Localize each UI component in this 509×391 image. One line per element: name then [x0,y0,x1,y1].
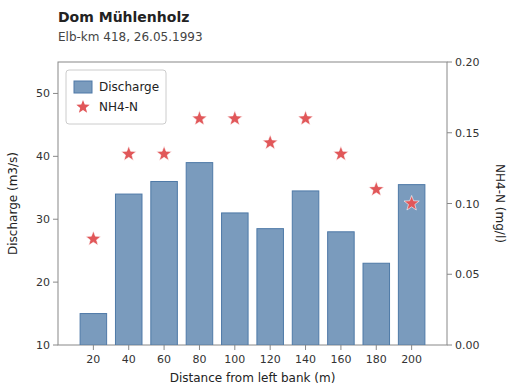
star-marker [156,146,171,160]
x-tick-label: 20 [86,353,100,366]
y2-tick [447,62,452,63]
x-axis-label: Distance from left bank (m) [170,371,336,385]
bar [222,213,249,345]
bar [80,314,107,345]
legend-swatch [74,81,92,93]
subtitle: Elb-km 418, 26.05.1993 [58,30,203,44]
title: Dom Mühlenholz [58,9,189,25]
y-tick [53,93,58,94]
y-tick-label: 20 [36,276,50,289]
y-axis-label: Discharge (m3/s) [6,152,20,255]
x-tick [305,345,306,350]
y-tick-label: 40 [36,150,50,163]
y-tick-label: 30 [36,213,50,226]
bar [363,263,390,345]
x-tick [234,345,235,350]
bar [292,191,319,345]
x-tick [199,345,200,350]
x-tick-label: 100 [224,353,245,366]
y2-tick-label: 0.10 [455,198,480,211]
y2-tick [447,345,452,346]
x-tick [128,345,129,350]
y2-axis-label: NH4-N (mg/l) [493,164,507,243]
x-tick-label: 140 [295,353,316,366]
star-marker [369,181,384,195]
star-marker [121,146,136,160]
legend-box [66,70,166,124]
y-tick [53,156,58,157]
y2-tick-label: 0.05 [455,268,480,281]
legend: Discharge NH4-N [66,70,166,124]
y-tick-label: 10 [36,339,50,352]
x-tick [340,345,341,350]
legend-label: NH4-N [99,100,138,114]
star-marker [333,146,348,160]
x-tick-label: 200 [401,353,422,366]
star-marker [86,231,101,245]
y2-tick-label: 0.00 [455,339,480,352]
x-tick [93,345,94,350]
x-tick-label: 40 [122,353,136,366]
plot-area [80,111,425,345]
x-tick [164,345,165,350]
bar [186,163,213,345]
bar [151,181,178,345]
y2-tick-label: 0.20 [455,56,480,69]
y-tick-label: 50 [36,87,50,100]
x-tick [270,345,271,350]
x-tick-label: 60 [157,353,171,366]
x-tick-label: 160 [330,353,351,366]
star-marker [192,111,207,125]
y-tick [53,219,58,220]
legend-swatch [76,100,89,113]
star-marker [263,135,278,149]
star-marker [298,111,313,125]
y2-tick [447,132,452,133]
star-marker [227,111,242,125]
x-tick-label: 120 [260,353,281,366]
x-tick-label: 80 [192,353,206,366]
bar [115,194,142,345]
y-tick [53,282,58,283]
bar [328,232,355,345]
bar [257,229,284,345]
x-tick-label: 180 [366,353,387,366]
x-tick [376,345,377,350]
chart: Dom Mühlenholz Elb-km 418, 26.05.1993 20 40… [0,0,509,391]
x-tick [411,345,412,350]
y2-tick [447,203,452,204]
y2-tick-label: 0.15 [455,127,480,140]
y2-tick [447,274,452,275]
star-marker [404,196,419,210]
legend-label: Discharge [99,80,159,94]
y-tick [53,345,58,346]
bar [398,185,425,345]
